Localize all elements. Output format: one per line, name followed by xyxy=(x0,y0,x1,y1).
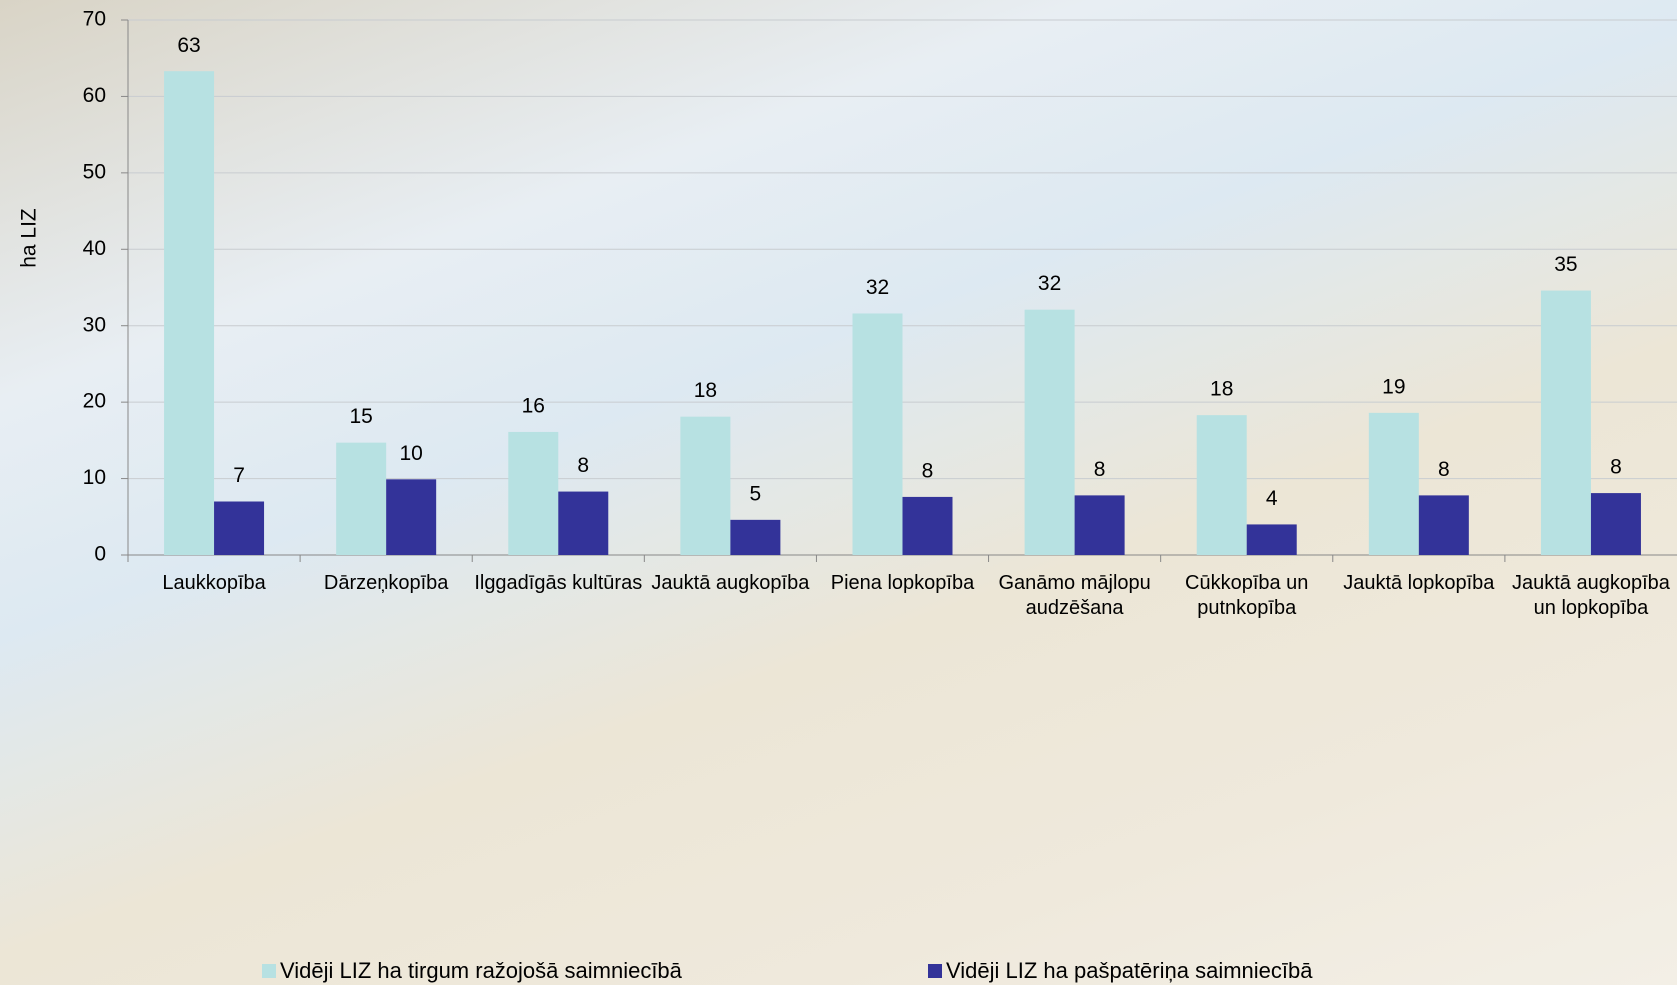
bar xyxy=(1246,524,1297,555)
data-label: 7 xyxy=(233,464,245,487)
data-label: 18 xyxy=(1210,378,1233,401)
bar xyxy=(730,519,781,555)
data-label: 4 xyxy=(1266,487,1278,510)
legend-item: Vidēji LIZ ha tirgum ražojošā saimniecīb… xyxy=(262,958,682,984)
data-label: 10 xyxy=(399,442,422,465)
y-tick-label: 20 xyxy=(83,390,106,413)
x-tick-label: Jauktā augkopība xyxy=(651,572,810,594)
data-label: 8 xyxy=(922,459,934,482)
x-tick-label: Piena lopkopība xyxy=(830,572,975,594)
bar xyxy=(1024,309,1075,555)
bar xyxy=(214,501,265,555)
data-label: 32 xyxy=(866,276,889,299)
legend-label: Vidēji LIZ ha pašpatēriņa saimniecībā xyxy=(946,958,1313,983)
data-label: 63 xyxy=(177,34,200,57)
x-tick-label: Dārzeņkopība xyxy=(323,572,449,594)
data-label: 8 xyxy=(1610,456,1622,479)
x-tick-label: Jauktā augkopība un lopkopība xyxy=(1511,572,1670,619)
data-label: 35 xyxy=(1554,253,1577,276)
bar xyxy=(1418,495,1469,555)
data-label: 8 xyxy=(1094,458,1106,481)
x-tick-label: Laukkopība xyxy=(162,572,266,594)
bar xyxy=(1590,493,1641,555)
y-tick-label: 0 xyxy=(94,543,106,566)
y-tick-label: 50 xyxy=(83,160,106,183)
bar xyxy=(1540,290,1591,555)
data-label: 8 xyxy=(1438,458,1450,481)
y-tick-label: 40 xyxy=(83,237,106,260)
y-tick-label: 10 xyxy=(83,466,106,489)
bar xyxy=(558,491,609,555)
data-label: 16 xyxy=(522,394,545,417)
y-tick-label: 60 xyxy=(83,84,106,107)
bar xyxy=(852,313,903,555)
bar xyxy=(1368,412,1419,555)
legend-item: Vidēji LIZ ha pašpatēriņa saimniecībā xyxy=(928,958,1312,984)
bar xyxy=(1074,495,1125,555)
bar xyxy=(336,442,387,555)
data-label: 15 xyxy=(349,405,372,428)
x-tick-label: Ganāmo mājlopu audzēšana xyxy=(998,572,1151,619)
legend-swatch xyxy=(928,964,942,978)
bar xyxy=(386,479,437,555)
data-label: 8 xyxy=(577,454,589,477)
x-tick-label: Cūkkopība un putnkopība xyxy=(1185,572,1309,619)
bar xyxy=(680,416,731,555)
bar xyxy=(164,71,215,555)
x-tick-label: Jauktā lopkopība xyxy=(1343,572,1495,594)
y-tick-label: 30 xyxy=(83,313,106,336)
legend-label: Vidēji LIZ ha tirgum ražojošā saimniecīb… xyxy=(280,958,682,983)
bar xyxy=(508,431,559,555)
data-label: 5 xyxy=(750,482,762,505)
y-tick-label: 70 xyxy=(83,8,106,31)
bar xyxy=(1196,415,1247,555)
data-label: 32 xyxy=(1038,272,1061,295)
legend-swatch xyxy=(262,964,276,978)
bar xyxy=(902,496,953,555)
y-axis-title: ha LIZ xyxy=(18,208,41,268)
x-tick-label: Ilggadīgās kultūras xyxy=(474,572,643,594)
data-label: 18 xyxy=(694,379,717,402)
data-label: 19 xyxy=(1382,375,1405,398)
